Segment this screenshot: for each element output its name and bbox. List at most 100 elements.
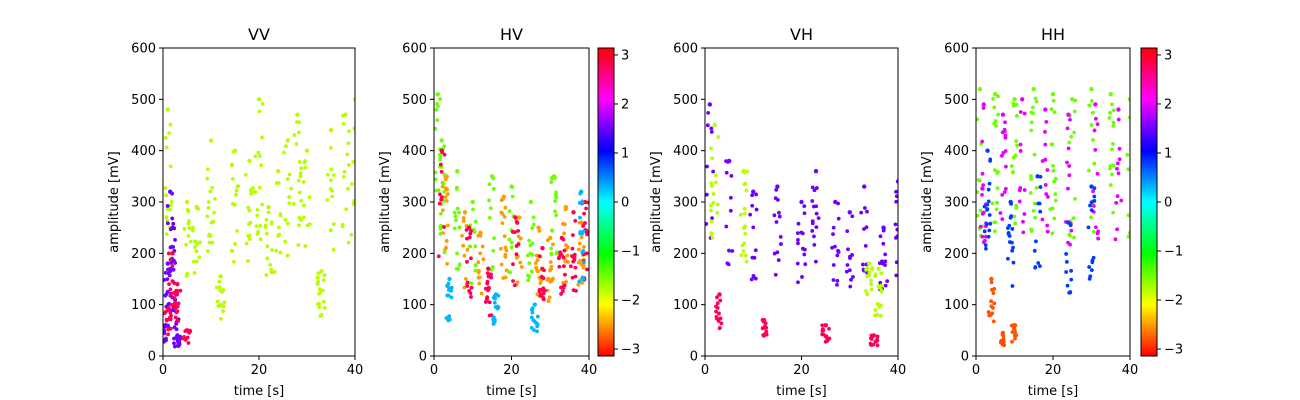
data-point <box>584 229 589 234</box>
data-point <box>446 318 451 323</box>
data-point <box>981 210 986 215</box>
data-point <box>863 243 868 248</box>
data-point <box>278 212 283 217</box>
y-tick-label: 200 <box>944 247 969 262</box>
data-point <box>560 289 565 294</box>
data-point <box>331 173 336 178</box>
data-point <box>988 221 993 226</box>
data-point <box>1089 208 1094 213</box>
data-point <box>742 170 747 175</box>
data-point <box>217 279 222 284</box>
data-point <box>246 259 250 263</box>
data-point <box>1126 234 1130 239</box>
data-point <box>303 165 308 170</box>
data-point <box>744 259 749 264</box>
y-tick-label: 300 <box>673 196 698 211</box>
data-point <box>551 242 555 247</box>
data-point <box>207 233 211 238</box>
data-point <box>549 252 554 257</box>
data-point <box>711 169 716 174</box>
data-point <box>992 301 997 306</box>
data-point <box>1029 227 1034 232</box>
data-point <box>850 214 855 219</box>
data-point <box>529 315 534 320</box>
data-point <box>1127 97 1130 102</box>
data-point <box>270 248 274 253</box>
data-point <box>980 186 985 191</box>
data-point <box>1000 192 1005 197</box>
data-point <box>529 307 534 312</box>
data-point <box>177 342 182 347</box>
data-point <box>1018 110 1023 114</box>
data-point <box>297 120 302 125</box>
data-point <box>476 275 481 280</box>
data-point <box>276 169 281 174</box>
data-point <box>246 233 251 238</box>
data-point <box>440 150 445 155</box>
data-point <box>987 213 992 217</box>
data-point <box>989 280 994 285</box>
x-axis-label: time [s] <box>1028 384 1078 399</box>
data-point <box>287 201 292 206</box>
data-point <box>530 252 535 257</box>
data-point <box>883 252 888 257</box>
data-point <box>1022 111 1027 116</box>
data-point <box>869 343 874 347</box>
data-point <box>1002 127 1007 132</box>
data-point <box>556 256 561 261</box>
data-point <box>861 262 865 267</box>
scatter-points <box>434 92 589 334</box>
data-point <box>1064 260 1069 264</box>
data-point <box>571 259 576 264</box>
data-point <box>976 178 981 182</box>
data-point <box>728 208 733 213</box>
data-point <box>705 192 709 197</box>
data-point <box>705 164 709 169</box>
data-point <box>331 247 336 252</box>
data-point <box>847 210 852 215</box>
data-point <box>190 228 195 233</box>
data-point <box>1045 223 1050 228</box>
data-point <box>473 219 478 224</box>
data-point <box>461 219 466 223</box>
data-point <box>341 121 346 126</box>
data-point <box>811 204 816 209</box>
series-2 <box>714 292 880 348</box>
colorbar-tick-label: 0 <box>1164 196 1172 211</box>
data-point <box>217 285 222 290</box>
data-point <box>576 282 581 287</box>
colorbar-tick-label: −1 <box>1164 245 1183 260</box>
data-point <box>205 176 210 181</box>
data-point <box>170 216 175 221</box>
data-point <box>472 230 477 235</box>
data-point <box>485 281 490 286</box>
data-point <box>264 231 269 236</box>
data-point <box>1015 113 1019 118</box>
data-point <box>208 138 214 143</box>
data-point <box>478 251 483 256</box>
data-point <box>287 172 292 177</box>
data-point <box>296 243 301 247</box>
data-point <box>1068 242 1072 247</box>
data-point <box>207 240 212 245</box>
data-point <box>717 326 722 331</box>
data-point <box>715 301 720 306</box>
data-point <box>568 264 573 269</box>
data-point <box>580 250 585 255</box>
data-point <box>1067 164 1072 168</box>
data-point <box>469 256 473 261</box>
data-point <box>176 301 181 306</box>
data-point <box>243 172 248 177</box>
data-point <box>1053 176 1058 181</box>
data-point <box>171 258 176 263</box>
data-point <box>748 212 753 217</box>
data-point <box>1031 111 1035 116</box>
data-point <box>195 241 199 246</box>
data-point <box>1053 192 1058 196</box>
data-point <box>714 309 718 314</box>
data-point <box>516 234 521 239</box>
data-point <box>352 198 355 203</box>
data-point <box>1049 142 1054 147</box>
data-point <box>999 153 1004 158</box>
data-point <box>1036 261 1041 265</box>
